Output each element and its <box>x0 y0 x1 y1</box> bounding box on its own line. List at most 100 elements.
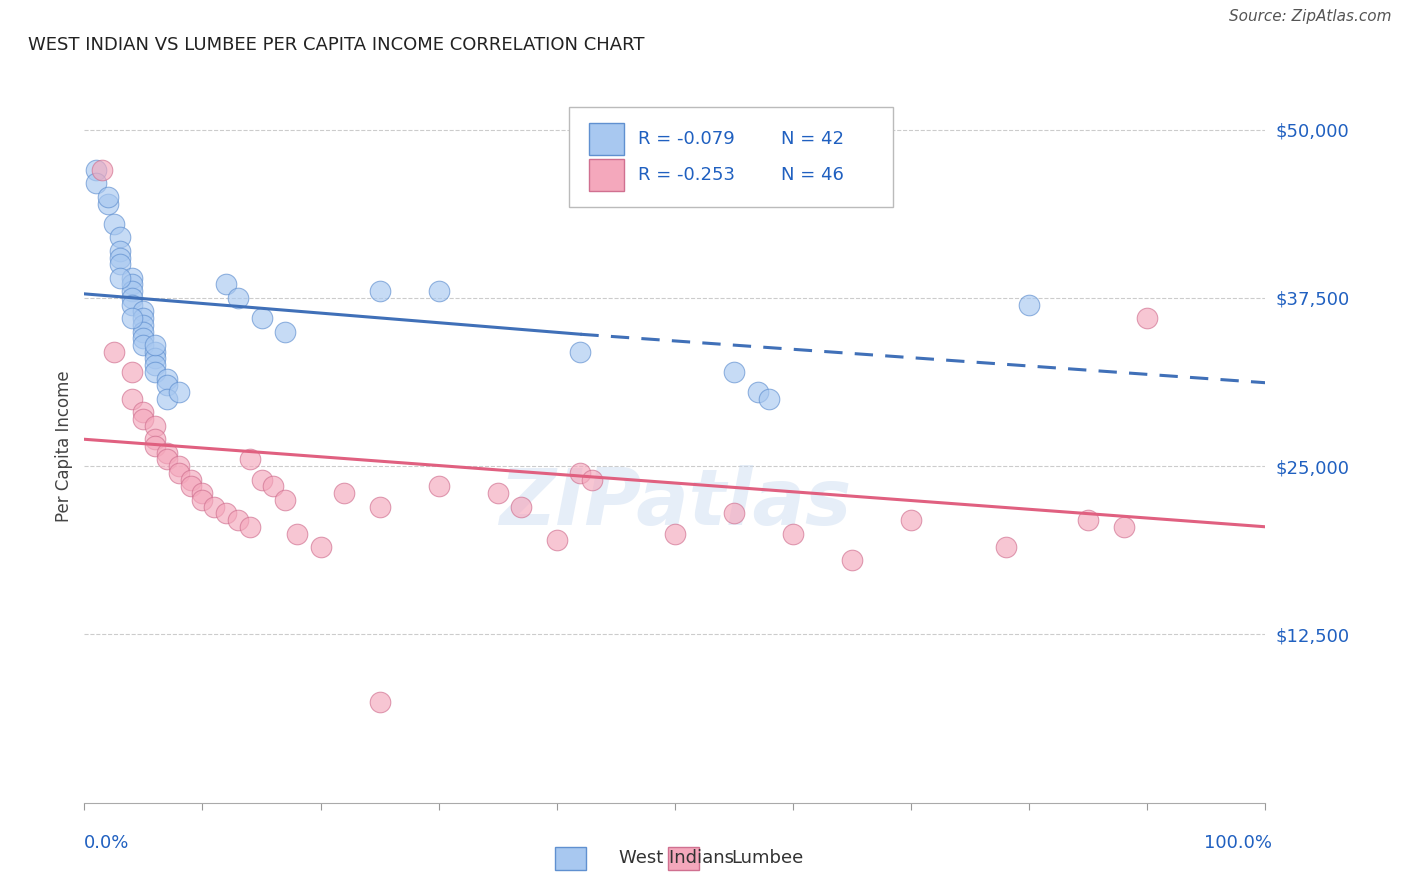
Point <box>143 432 166 446</box>
Point <box>103 344 125 359</box>
Point <box>108 251 131 265</box>
Point <box>97 190 120 204</box>
Text: R = -0.079: R = -0.079 <box>638 130 735 148</box>
Point <box>108 230 131 244</box>
Point <box>569 466 592 480</box>
Point <box>156 452 179 467</box>
Point <box>97 196 120 211</box>
Point <box>143 344 166 359</box>
Point <box>132 311 155 326</box>
Point <box>108 244 131 258</box>
Point <box>723 506 745 520</box>
Point <box>143 439 166 453</box>
Point <box>274 492 297 507</box>
Point <box>262 479 284 493</box>
Text: 100.0%: 100.0% <box>1205 834 1272 852</box>
Point <box>758 392 780 406</box>
Point <box>143 351 166 366</box>
Point <box>91 163 114 178</box>
Point <box>368 284 391 298</box>
Point <box>285 526 308 541</box>
Point <box>84 163 107 178</box>
Text: N = 46: N = 46 <box>782 166 844 184</box>
Point <box>180 473 202 487</box>
Point <box>994 540 1017 554</box>
Point <box>132 304 155 318</box>
Point <box>427 284 450 298</box>
Point <box>1077 513 1099 527</box>
Point <box>132 331 155 345</box>
Point <box>202 500 225 514</box>
FancyBboxPatch shape <box>568 107 893 207</box>
Point <box>274 325 297 339</box>
Point <box>546 533 568 548</box>
FancyBboxPatch shape <box>589 159 624 191</box>
FancyBboxPatch shape <box>555 847 586 870</box>
Text: N = 42: N = 42 <box>782 130 844 148</box>
FancyBboxPatch shape <box>668 847 699 870</box>
Point <box>108 257 131 271</box>
Point <box>782 526 804 541</box>
Point <box>427 479 450 493</box>
Point <box>132 338 155 352</box>
Point <box>156 446 179 460</box>
Point <box>368 695 391 709</box>
Point <box>143 365 166 379</box>
Point <box>510 500 533 514</box>
Point <box>226 291 249 305</box>
Point <box>215 506 238 520</box>
Point <box>841 553 863 567</box>
Text: 0.0%: 0.0% <box>84 834 129 852</box>
Point <box>143 418 166 433</box>
Point <box>486 486 509 500</box>
Point <box>132 318 155 332</box>
Text: Source: ZipAtlas.com: Source: ZipAtlas.com <box>1229 9 1392 24</box>
Point <box>333 486 356 500</box>
Point <box>1018 298 1040 312</box>
Text: ZIPatlas: ZIPatlas <box>499 465 851 541</box>
Point <box>156 392 179 406</box>
Text: West Indians: West Indians <box>619 849 734 867</box>
Point <box>723 365 745 379</box>
Point <box>84 177 107 191</box>
Point <box>132 412 155 426</box>
Point <box>143 338 166 352</box>
Point <box>368 500 391 514</box>
Point <box>1136 311 1159 326</box>
Point <box>250 473 273 487</box>
Point <box>143 358 166 372</box>
Point <box>121 270 143 285</box>
Point <box>239 520 262 534</box>
Point <box>309 540 332 554</box>
Point <box>1112 520 1135 534</box>
Point <box>121 284 143 298</box>
Point <box>569 344 592 359</box>
Point <box>132 405 155 419</box>
Point <box>121 392 143 406</box>
Point <box>121 277 143 292</box>
Point <box>121 365 143 379</box>
Point <box>191 486 214 500</box>
Point <box>103 217 125 231</box>
Point <box>132 325 155 339</box>
Point <box>226 513 249 527</box>
Point <box>121 291 143 305</box>
Point <box>180 479 202 493</box>
Point <box>581 473 603 487</box>
Point <box>108 270 131 285</box>
Point <box>156 378 179 392</box>
Point <box>664 526 686 541</box>
Point <box>747 385 769 400</box>
Text: R = -0.253: R = -0.253 <box>638 166 735 184</box>
Point <box>900 513 922 527</box>
Point <box>167 385 190 400</box>
FancyBboxPatch shape <box>589 123 624 155</box>
Point <box>250 311 273 326</box>
Text: Lumbee: Lumbee <box>731 849 803 867</box>
Point <box>167 459 190 474</box>
Y-axis label: Per Capita Income: Per Capita Income <box>55 370 73 522</box>
Point <box>215 277 238 292</box>
Point <box>156 372 179 386</box>
Point <box>121 311 143 326</box>
Point <box>239 452 262 467</box>
